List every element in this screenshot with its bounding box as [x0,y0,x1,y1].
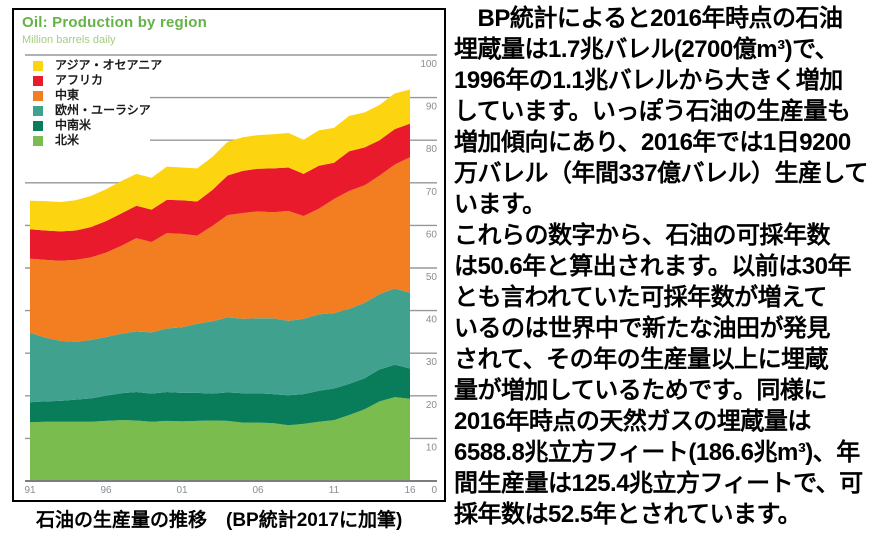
legend-item-middle-east: 中東 [24,88,150,103]
text-line: 2016年時点の天然ガスの埋蔵量は [454,408,811,435]
legend-item-north-america: 北米 [24,133,150,148]
text-line: 増加傾向にあり、2016年では1日9200 [454,129,851,156]
chart-legend: アジア・オセアニア アフリカ 中東 欧州・ユーラシア 中南米 北米 [24,56,162,152]
y-tick-label-100: 100 [420,59,437,70]
x-tick-label-11: 11 [329,485,340,496]
text-line: されて、その年の生産量以上に埋蔵 [454,346,829,373]
legend-item-europe-eurasia: 欧州・ユーラシア [24,103,151,118]
text-line: いるのは世界中で新たな油田が発見 [454,315,831,342]
area-central-south-america [30,364,410,426]
text-line: 1996年の1.1兆バレルから大きく増加 [454,67,843,94]
area-asia-oceania [30,89,410,232]
article-text: BP統計によると2016年時点の石油 埋蔵量は1.7兆バレル(2700億m³)で… [454,3,890,530]
figure-caption: 石油の生産量の推移 (BP統計2017に加筆) [36,510,403,531]
y-tick-label-40: 40 [426,315,438,326]
legend-label: アフリカ [55,73,104,87]
x-tick-label-91: 91 [24,485,36,496]
text-line: 採年数は52.5年とされています。 [454,501,802,528]
y-tick-label-10: 10 [426,442,438,453]
legend-item-asia-oceania: アジア・オセアニア [24,58,162,73]
x-tick-label-96: 96 [100,485,112,496]
text-line: は50.6年と算出されます。以前は30年 [454,253,852,280]
text-line: 間生産量は125.4兆立方フィートで、可 [454,470,863,497]
chart-panel: 100 90 80 70 60 50 40 30 20 10 0 91 96 01 06 11 16 Oil: … [12,8,446,502]
legend-swatch-central-south-america [33,120,43,131]
legend-label: 北米 [55,133,80,147]
legend-swatch-asia-oceania [33,60,43,71]
text-line: 6588.8兆立方フィート(186.6兆m³)、年 [454,439,860,466]
chart-subtitle: Million barrels daily [22,34,116,46]
text-line: 埋蔵量は1.7兆バレル(2700億m³)で、 [454,36,839,63]
legend-swatch-middle-east [33,90,43,101]
area-north-america [30,397,410,481]
legend-swatch-africa [33,75,43,86]
text-line: BP統計によると2016年時点の石油 [454,5,843,32]
x-tick-label-16: 16 [404,485,416,496]
text-line: います。 [454,191,546,218]
y-tick-label-20: 20 [426,400,438,411]
area-middle-east [30,157,410,342]
y-tick-label-80: 80 [426,144,438,155]
area-europe-eurasia [30,288,410,403]
x-tick-label-06: 06 [252,485,264,496]
legend-label: 欧州・ユーラシア [55,103,151,117]
y-tick-label-90: 90 [426,102,438,113]
legend-swatch-north-america [33,135,43,146]
y-tick-label-60: 60 [426,229,438,240]
area-africa [30,123,410,261]
text-line: しています。いっぽう石油の生産量も [454,98,851,125]
legend-swatch-europe-eurasia [33,105,43,116]
y-tick-label-50: 50 [426,272,438,283]
legend-label: 中南米 [55,118,92,132]
legend-item-central-south-america: 中南米 [24,118,150,133]
text-line: とも言われていた可採年数が増えて [454,284,827,311]
y-tick-label-0: 0 [431,485,437,496]
legend-item-africa: アフリカ [24,73,150,88]
legend-label: アジア・オセアニア [55,58,163,72]
text-line: これらの数字から、石油の可採年数 [454,222,831,249]
text-line: 万バレル（年間337億バレル）生産して [454,160,868,187]
text-line: 量が増加しているためです。同様に [454,377,827,404]
legend-label: 中東 [55,88,80,102]
x-tick-label-01: 01 [176,485,188,496]
chart-title: Oil: Production by region [22,14,207,31]
y-tick-label-30: 30 [426,357,438,368]
y-tick-label-70: 70 [426,187,438,198]
